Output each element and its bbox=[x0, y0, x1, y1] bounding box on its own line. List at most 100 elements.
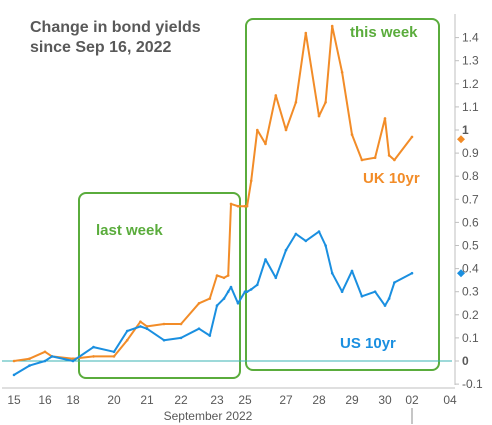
us-series-point bbox=[373, 290, 377, 294]
y-tick-label: 0.6 bbox=[462, 215, 479, 229]
y-tick-label: 0.1 bbox=[462, 331, 479, 345]
this-week-box bbox=[245, 18, 440, 371]
uk-series-point bbox=[162, 322, 166, 326]
us-series-point bbox=[71, 359, 75, 363]
uk-series-point bbox=[92, 355, 95, 358]
us-series-point bbox=[387, 297, 391, 300]
us-series-point bbox=[350, 269, 354, 273]
us-series-point bbox=[222, 297, 226, 300]
uk-series-point bbox=[179, 322, 183, 326]
us-series-point bbox=[245, 290, 249, 294]
uk-series-point bbox=[226, 274, 230, 277]
x-tick-label: 23 bbox=[210, 393, 224, 407]
x-axis: 15 16 18 20 21 22 23 25 27 28 29 30 02 04 September 20… bbox=[2, 387, 457, 424]
x-axis-title: September 2022 bbox=[164, 409, 253, 423]
us-series-point bbox=[28, 364, 31, 367]
uk-series-point bbox=[294, 101, 298, 104]
us-series-point bbox=[255, 283, 259, 287]
chart-title-line-2: since Sep 16, 2022 bbox=[30, 39, 172, 56]
us-series-point bbox=[43, 359, 47, 363]
us-series-point bbox=[243, 290, 247, 294]
us-series-point bbox=[125, 329, 129, 333]
chart-title-line-1: Change in bond yields bbox=[30, 19, 201, 36]
x-tick-label: 15 bbox=[7, 393, 21, 407]
us-end-marker bbox=[457, 269, 465, 278]
us-series-point bbox=[274, 276, 278, 280]
us-series-point bbox=[145, 327, 149, 331]
uk-series-point bbox=[317, 114, 321, 118]
us-series-point bbox=[264, 258, 267, 261]
us-series-point bbox=[50, 355, 54, 358]
us-series-point bbox=[112, 350, 116, 354]
x-tick-label: 25 bbox=[238, 393, 252, 407]
uk-series-point bbox=[340, 71, 344, 74]
y-tick-label: 0.9 bbox=[462, 146, 479, 160]
us-series-point bbox=[284, 248, 288, 252]
us-series-point bbox=[139, 325, 142, 328]
uk-series-point bbox=[197, 302, 201, 305]
uk-series-point bbox=[43, 350, 47, 354]
uk-series-point bbox=[264, 142, 267, 146]
uk-series-point bbox=[71, 357, 75, 361]
us-series-point bbox=[330, 271, 334, 275]
x-tick-label: 16 bbox=[38, 393, 52, 407]
y-tick-label: 0.3 bbox=[462, 285, 479, 299]
y-tick-label: 0.2 bbox=[462, 308, 479, 322]
x-tick-label: 30 bbox=[378, 393, 392, 407]
x-tick-label: 18 bbox=[66, 393, 80, 407]
us-series-point bbox=[208, 334, 212, 337]
y-tick-label: 1.1 bbox=[462, 100, 479, 114]
uk-series-point bbox=[410, 135, 414, 139]
us-series-point bbox=[92, 345, 95, 349]
x-tick-label: 27 bbox=[279, 393, 293, 407]
us-series-point bbox=[179, 336, 183, 340]
x-tick-label: 04 bbox=[443, 393, 457, 407]
us-series-point bbox=[236, 302, 240, 305]
us-series-point bbox=[340, 290, 344, 294]
us-series-point bbox=[294, 232, 298, 236]
y-tick-label: 0.4 bbox=[462, 262, 479, 276]
y-tick-label: 1.3 bbox=[462, 54, 479, 68]
uk-series-point bbox=[125, 338, 129, 342]
x-tick-label: 29 bbox=[345, 393, 359, 407]
uk-series-point bbox=[274, 94, 278, 97]
x-tick-label: 21 bbox=[140, 393, 154, 407]
uk-end-marker bbox=[457, 135, 465, 144]
last-week-box bbox=[78, 192, 241, 379]
us-series-point bbox=[162, 338, 166, 342]
y-tick-label: 0 bbox=[462, 354, 469, 368]
y-tick-label: 1.2 bbox=[462, 77, 479, 91]
us-series-point bbox=[229, 285, 233, 289]
uk-series-point bbox=[383, 117, 387, 120]
us-series-line bbox=[13, 230, 413, 376]
uk-series-point bbox=[145, 325, 149, 328]
y-tick-label: 0.5 bbox=[462, 239, 479, 253]
uk-series-point bbox=[350, 133, 354, 136]
series-layer bbox=[12, 24, 414, 377]
uk-series-point bbox=[208, 297, 212, 300]
uk-series-point bbox=[229, 202, 233, 206]
us-series-point bbox=[215, 304, 219, 307]
y-tick-label: 1 bbox=[462, 123, 469, 137]
uk-series-point bbox=[324, 101, 327, 104]
x-tick-label: 28 bbox=[312, 393, 326, 407]
y-tick-label: 0.8 bbox=[462, 169, 479, 183]
uk-series-point bbox=[236, 204, 240, 208]
x-tick-label: 20 bbox=[107, 393, 121, 407]
uk-series-point bbox=[222, 276, 226, 280]
uk-series-point bbox=[373, 156, 377, 159]
this-week-label: this week bbox=[350, 24, 418, 41]
uk-series-point bbox=[139, 320, 142, 324]
us-series-point bbox=[324, 244, 327, 247]
uk-series-point bbox=[112, 355, 116, 358]
us-series-point bbox=[249, 288, 253, 291]
uk-series-point bbox=[360, 158, 364, 162]
us-series-point bbox=[304, 239, 308, 243]
us-series-point bbox=[393, 281, 396, 284]
us-series-label: US 10yr bbox=[340, 335, 396, 352]
uk-series-point bbox=[245, 204, 249, 208]
uk-series-point bbox=[215, 274, 219, 277]
last-week-label: last week bbox=[96, 222, 163, 239]
uk-series-label: UK 10yr bbox=[363, 170, 420, 187]
